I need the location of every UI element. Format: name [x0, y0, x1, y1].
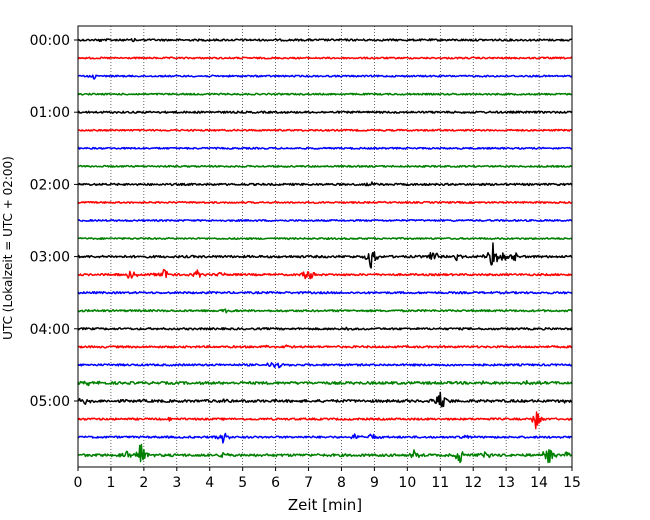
x-tick-label: 8	[337, 475, 346, 491]
trace-0230	[77, 218, 573, 223]
trace-0245	[77, 237, 573, 241]
y-axis-label: UTC (Lokalzeit = UTC + 02:00)	[1, 156, 15, 340]
x-tick-label: 13	[497, 475, 515, 491]
x-tick-label: 6	[271, 475, 280, 491]
trace-0415	[77, 344, 573, 349]
trace-0015	[77, 56, 573, 60]
trace-0345	[77, 308, 573, 314]
x-tick-label: 1	[106, 475, 115, 491]
trace-0045	[77, 92, 573, 96]
trace-0100	[77, 110, 573, 114]
x-tick-label: 2	[139, 475, 148, 491]
x-tick-label: 10	[398, 475, 416, 491]
y-tick-label: 00:00	[30, 33, 70, 49]
x-tick-label: 0	[74, 475, 83, 491]
x-tick-label: 14	[530, 475, 548, 491]
y-tick-label: 02:00	[30, 177, 70, 193]
trace-0515	[77, 411, 573, 430]
y-tick-label: 01:00	[30, 105, 70, 121]
trace-0500	[77, 391, 573, 408]
x-tick-label: 3	[172, 475, 181, 491]
trace-0400	[77, 326, 573, 331]
traces-layer	[77, 37, 573, 464]
trace-0545	[77, 443, 573, 464]
x-tick-label: 5	[238, 475, 247, 491]
x-tick-label: 7	[304, 475, 313, 491]
trace-0430	[77, 362, 573, 369]
trace-0130	[77, 146, 573, 150]
plot-frame	[77, 25, 573, 468]
x-ticks: 0 1 2 3 4 5 6 7 8 9 10 11 12 13 14 15	[74, 467, 581, 491]
trace-0215	[77, 200, 573, 204]
x-axis-label: Zeit [min]	[288, 496, 362, 514]
y-tick-label: 03:00	[30, 250, 70, 266]
x-tick-label: 12	[464, 475, 482, 491]
x-tick-label: 4	[205, 475, 214, 491]
x-tick-label: 15	[563, 475, 581, 491]
trace-0445	[77, 379, 573, 387]
trace-0330	[77, 290, 573, 295]
trace-0000	[77, 37, 573, 43]
trace-0145	[77, 164, 573, 168]
axes-layer	[77, 25, 573, 468]
x-tick-label: 11	[431, 475, 449, 491]
y-ticks: 00:00 01:00 02:00 03:00 04:00 05:00	[30, 33, 78, 410]
trace-0300	[77, 242, 573, 269]
x-tick-label: 9	[370, 475, 379, 491]
trace-0115	[77, 128, 573, 132]
trace-0315	[77, 268, 573, 280]
trace-0030	[77, 74, 573, 80]
y-tick-label: 05:00	[30, 394, 70, 410]
y-tick-label: 04:00	[30, 322, 70, 338]
trace-0530	[77, 432, 573, 444]
trace-0200	[77, 181, 573, 187]
